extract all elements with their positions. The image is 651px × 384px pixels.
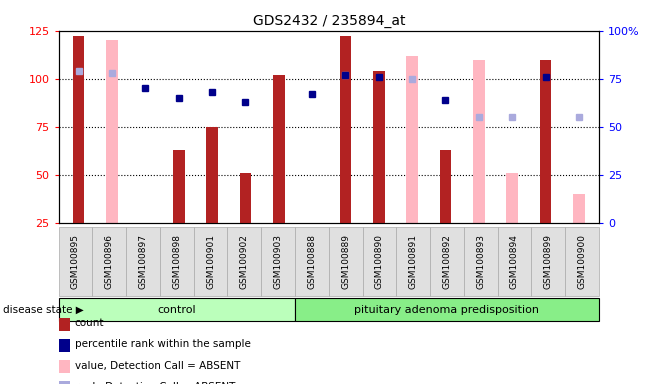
Text: GSM100888: GSM100888 bbox=[307, 233, 316, 289]
Text: GSM100896: GSM100896 bbox=[105, 233, 114, 289]
Text: GSM100899: GSM100899 bbox=[544, 233, 553, 289]
Text: GSM100895: GSM100895 bbox=[71, 233, 80, 289]
Bar bbox=[340, 36, 352, 271]
Bar bbox=[106, 40, 118, 271]
Text: GSM100898: GSM100898 bbox=[173, 233, 181, 289]
Bar bbox=[240, 173, 251, 271]
Bar bbox=[473, 60, 485, 271]
Bar bbox=[173, 150, 184, 271]
Text: GSM100903: GSM100903 bbox=[273, 233, 283, 289]
Text: GSM100890: GSM100890 bbox=[375, 233, 384, 289]
Text: rank, Detection Call = ABSENT: rank, Detection Call = ABSENT bbox=[75, 382, 235, 384]
Bar bbox=[506, 173, 518, 271]
Text: control: control bbox=[158, 305, 196, 314]
Text: percentile rank within the sample: percentile rank within the sample bbox=[75, 339, 251, 349]
Text: disease state ▶: disease state ▶ bbox=[3, 305, 84, 314]
Text: pituitary adenoma predisposition: pituitary adenoma predisposition bbox=[354, 305, 540, 314]
Text: GSM100902: GSM100902 bbox=[240, 234, 249, 288]
Bar bbox=[439, 150, 451, 271]
Bar bbox=[573, 194, 585, 271]
Text: GSM100889: GSM100889 bbox=[341, 233, 350, 289]
Text: GSM100892: GSM100892 bbox=[443, 234, 451, 288]
Text: GSM100894: GSM100894 bbox=[510, 234, 519, 288]
Text: GSM100893: GSM100893 bbox=[477, 233, 485, 289]
Bar bbox=[273, 75, 284, 271]
Text: GSM100901: GSM100901 bbox=[206, 233, 215, 289]
Bar bbox=[406, 56, 418, 271]
Text: GSM100900: GSM100900 bbox=[577, 233, 587, 289]
Text: GSM100897: GSM100897 bbox=[139, 233, 148, 289]
Bar bbox=[206, 127, 218, 271]
Text: value, Detection Call = ABSENT: value, Detection Call = ABSENT bbox=[75, 361, 240, 371]
Bar bbox=[73, 36, 85, 271]
Text: GSM100891: GSM100891 bbox=[409, 233, 418, 289]
Text: count: count bbox=[75, 318, 104, 328]
Bar bbox=[373, 71, 385, 271]
Title: GDS2432 / 235894_at: GDS2432 / 235894_at bbox=[253, 14, 405, 28]
Bar bbox=[540, 60, 551, 271]
